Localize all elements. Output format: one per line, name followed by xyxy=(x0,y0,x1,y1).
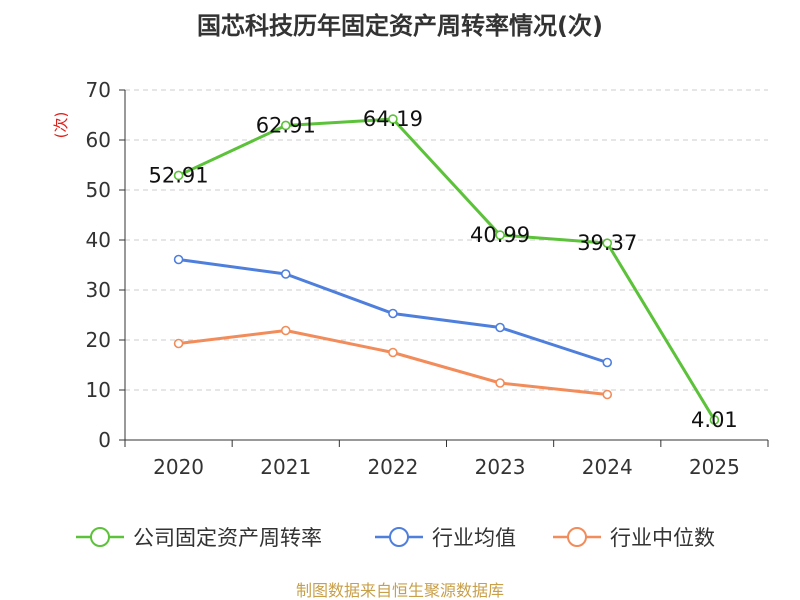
data-point xyxy=(602,238,613,248)
series-layer xyxy=(173,114,720,425)
legend-label: 行业均值 xyxy=(432,526,516,550)
data-label: 4.01 xyxy=(691,408,738,432)
data-point xyxy=(602,357,613,368)
legend-marker xyxy=(90,527,110,547)
data-label: 39.37 xyxy=(577,231,637,255)
legend-label: 行业中位数 xyxy=(610,526,715,550)
data-point xyxy=(388,308,398,319)
y-tick-label: 60 xyxy=(86,128,111,152)
data-label: 52.91 xyxy=(149,163,209,187)
data-point xyxy=(280,325,291,336)
legend-label: 公司固定资产周转率 xyxy=(133,526,322,550)
axis-layer: 0 10 20 30 40 50 60 70 2020 2021 2022 2023 2024 2025 xyxy=(86,78,769,479)
label-layer: 52.91 62.91 64.19 40.99 39.37 4.01 xyxy=(149,107,738,432)
y-tick-label: 30 xyxy=(86,278,111,302)
y-tick-label: 40 xyxy=(86,228,111,252)
chart-title: 国芯科技历年固定资产周转率情况(次) xyxy=(197,12,603,40)
data-point xyxy=(388,114,398,124)
data-point xyxy=(388,347,398,358)
data-point xyxy=(495,378,505,388)
y-tick-label: 0 xyxy=(98,428,111,452)
x-tick-label: 2024 xyxy=(582,455,633,479)
y-tick-label: 20 xyxy=(86,328,111,352)
data-label: 62.91 xyxy=(256,113,316,137)
legend-marker xyxy=(389,527,409,547)
y-tick-label: 10 xyxy=(86,378,111,402)
data-point xyxy=(280,120,291,131)
legend: 公司固定资产周转率 行业均值 行业中位数 xyxy=(76,526,715,550)
data-point xyxy=(173,338,184,349)
data-label: 64.19 xyxy=(363,107,423,131)
source-note: 制图数据来自恒生聚源数据库 xyxy=(296,581,504,600)
data-label: 40.99 xyxy=(470,223,530,247)
x-tick-label: 2025 xyxy=(689,455,740,479)
data-point xyxy=(495,230,505,240)
x-tick-label: 2023 xyxy=(475,455,526,479)
grid-layer xyxy=(125,89,768,391)
y-axis-unit-label: (次) xyxy=(52,112,70,139)
data-point xyxy=(709,415,720,425)
legend-marker xyxy=(567,527,587,547)
x-tick-label: 2021 xyxy=(260,455,311,479)
x-tick-label: 2020 xyxy=(153,455,204,479)
y-tick-label: 70 xyxy=(86,78,111,102)
series-line xyxy=(177,117,716,421)
x-tick-label: 2022 xyxy=(367,455,418,479)
data-point xyxy=(602,389,613,400)
y-tick-label: 50 xyxy=(86,178,111,202)
data-point xyxy=(280,269,291,279)
data-point xyxy=(173,254,184,265)
data-point xyxy=(173,170,184,181)
data-point xyxy=(495,322,505,333)
